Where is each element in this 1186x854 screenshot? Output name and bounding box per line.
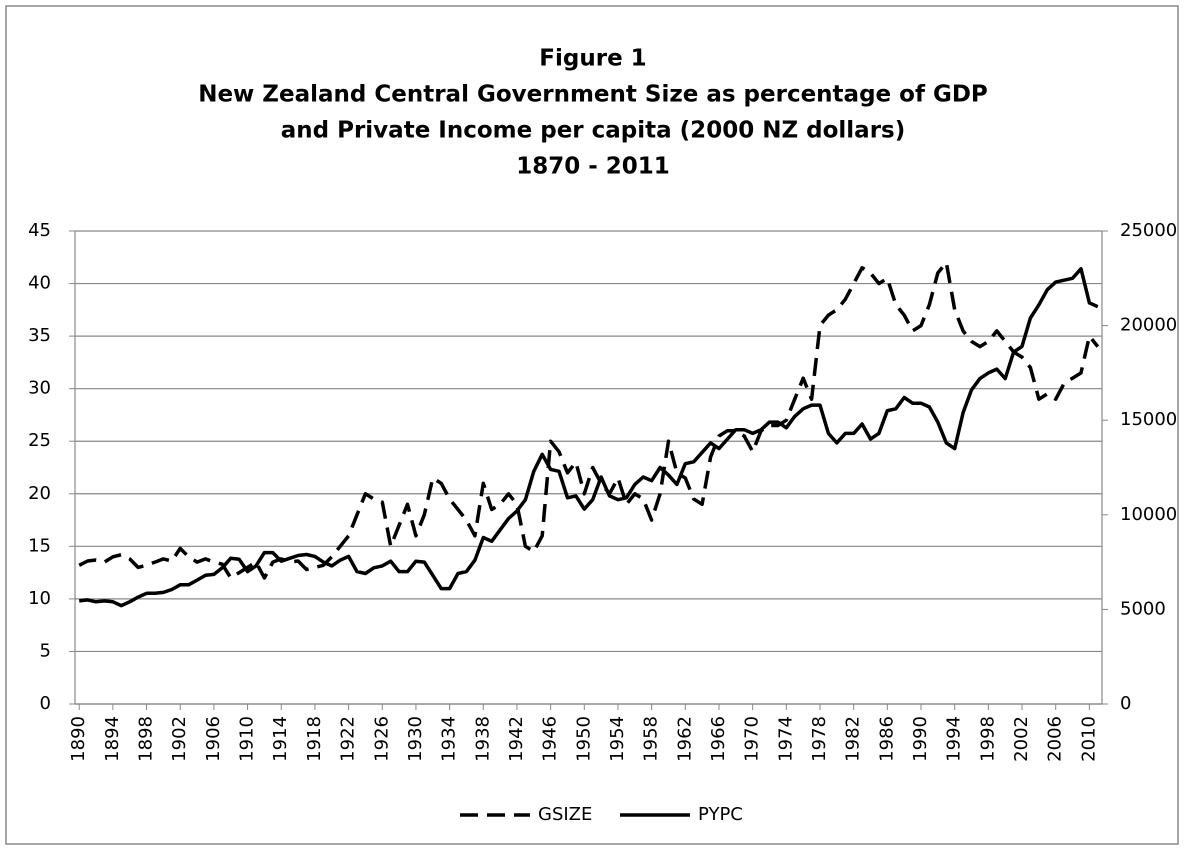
x-tick-label: 1930: [405, 716, 426, 762]
legend-label: GSIZE: [538, 804, 592, 825]
x-tick-label: 1942: [506, 716, 527, 762]
x-tick-label: 1914: [270, 716, 291, 762]
y-tick-label: 30: [28, 378, 51, 399]
x-tick-label: 1938: [472, 716, 493, 762]
y-tick-label: 35: [28, 325, 51, 346]
title-line: 1870 - 2011: [516, 154, 670, 180]
y-tick-label: 40: [28, 273, 51, 294]
y-tick-label: 5: [40, 640, 51, 661]
legend-label: PYPC: [698, 804, 743, 825]
y-tick-label: 10: [28, 588, 51, 609]
y2-tick-label: 0: [1120, 693, 1131, 714]
y2-tick-label: 10000: [1120, 504, 1177, 525]
title-line: and Private Income per capita (2000 NZ d…: [281, 118, 906, 144]
x-tick-label: 1982: [843, 716, 864, 762]
series-line: [78, 267, 1099, 608]
x-tick-label: 1954: [607, 716, 628, 762]
x-tick-label: 1898: [136, 716, 157, 762]
x-tick-label: 1910: [237, 716, 258, 762]
x-tick-label: 1962: [674, 716, 695, 762]
x-tick-label: 1974: [775, 716, 796, 762]
x-tick-label: 1946: [540, 716, 561, 762]
x-tick-label: 1890: [68, 716, 89, 762]
title-line: Figure 1: [539, 46, 646, 72]
y2-tick-label: 15000: [1120, 409, 1177, 430]
x-tick-label: 1958: [641, 716, 662, 762]
x-tick-label: 1906: [203, 716, 224, 762]
x-tick-label: 1934: [439, 716, 460, 762]
x-tick-label: 1894: [102, 716, 123, 762]
y2-tick-label: 20000: [1120, 315, 1177, 336]
x-tick-label: 1990: [910, 716, 931, 762]
x-tick-label: 1966: [708, 716, 729, 762]
x-tick-label: 2002: [1011, 716, 1032, 762]
x-tick-label: 1970: [742, 716, 763, 762]
x-tick-label: 1902: [169, 716, 190, 762]
y-tick-label: 20: [28, 483, 51, 504]
x-tick-label: 1994: [944, 716, 965, 762]
y2-tick-label: 5000: [1120, 598, 1166, 619]
x-tick-label: 1922: [338, 716, 359, 762]
x-tick-label: 1998: [977, 716, 998, 762]
x-tick-label: 1950: [573, 716, 594, 762]
y-tick-label: 0: [40, 693, 51, 714]
x-tick-label: 1926: [371, 716, 392, 762]
y-tick-label: 15: [28, 535, 51, 556]
y2-tick-label: 25000: [1120, 220, 1177, 241]
y-tick-label: 25: [28, 430, 51, 451]
y-tick-label: 45: [28, 220, 51, 241]
title-line: New Zealand Central Government Size as p…: [198, 82, 988, 108]
series-line: [78, 260, 1100, 580]
x-tick-label: 1978: [809, 716, 830, 762]
x-tick-label: 1918: [304, 716, 325, 762]
x-tick-label: 2006: [1045, 716, 1066, 762]
x-tick-label: 2010: [1078, 716, 1099, 762]
x-tick-label: 1986: [876, 716, 897, 762]
